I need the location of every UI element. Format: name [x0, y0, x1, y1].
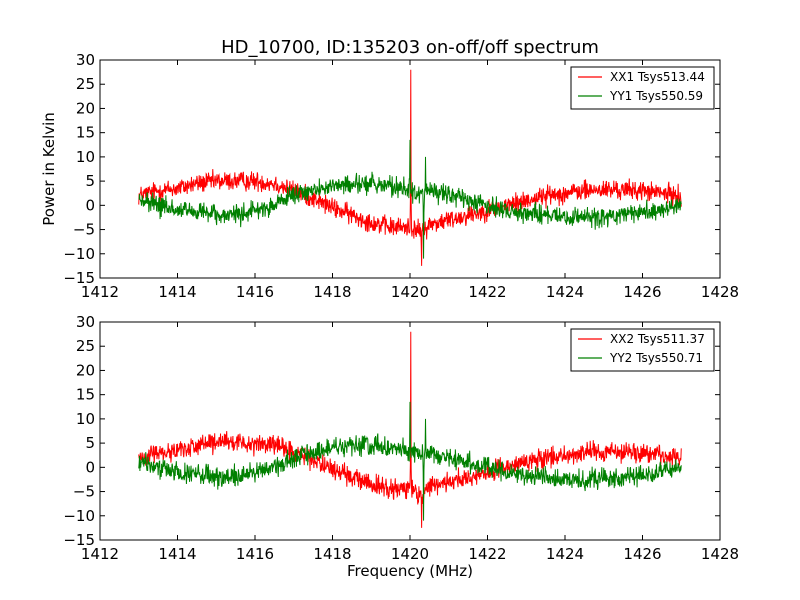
top-ytick-label-30: 30 [76, 51, 95, 69]
bottom-legend-label-yy2: YY2 Tsys550.71 [609, 351, 703, 365]
bottom-ytick-label-15: 15 [76, 386, 95, 404]
bottom-ytick-label-10: 10 [76, 410, 95, 428]
bottom-ytick-label--5: −5 [73, 483, 95, 501]
top-legend-label-xx1: XX1 Tsys513.44 [610, 70, 705, 84]
top-plot-ylabel: Power in Kelvin [40, 112, 58, 226]
top-series-xx1-line [138, 69, 682, 266]
top-legend-label-yy1: YY1 Tsys550.59 [609, 89, 703, 103]
bottom-ytick-label-5: 5 [85, 434, 95, 452]
top-ytick-label-15: 15 [76, 124, 95, 142]
bottom-xtick-label-1412: 1412 [81, 545, 119, 563]
bottom-plot: 1412 1414 1416 1418 1420 1422 1424 1426 1428 −15 −… [63, 313, 739, 580]
chart-title: HD_10700, ID:135203 on-off/off spectrum [221, 37, 599, 58]
bottom-plot-series [138, 331, 682, 528]
top-plot: 1412 1414 1416 1418 1420 1422 1424 1426 1428 −15 −… [40, 51, 739, 301]
top-plot-legend: XX1 Tsys513.44 YY1 Tsys550.59 [570, 66, 715, 110]
top-xtick-label-1424: 1424 [546, 283, 584, 301]
bottom-xtick-label-1416: 1416 [236, 545, 274, 563]
top-ytick-label--10: −10 [63, 245, 95, 263]
bottom-plot-xlabel: Frequency (MHz) [347, 562, 473, 580]
bottom-xtick-label-1420: 1420 [391, 545, 429, 563]
bottom-xtick-label-1414: 1414 [158, 545, 196, 563]
top-xtick-label-1420: 1420 [391, 283, 429, 301]
top-ytick-label-0: 0 [85, 196, 95, 214]
top-xtick-label-1416: 1416 [236, 283, 274, 301]
bottom-xtick-label-1424: 1424 [546, 545, 584, 563]
top-ytick-label-20: 20 [76, 99, 95, 117]
top-xtick-label-1412: 1412 [81, 283, 119, 301]
bottom-xtick-label-1426: 1426 [623, 545, 661, 563]
top-ytick-label-10: 10 [76, 148, 95, 166]
top-ytick-label--5: −5 [73, 221, 95, 239]
bottom-ytick-label--15: −15 [63, 531, 95, 549]
bottom-ytick-label-25: 25 [76, 337, 95, 355]
top-xtick-label-1428: 1428 [701, 283, 739, 301]
bottom-legend-label-xx2: XX2 Tsys511.37 [610, 332, 705, 346]
top-ytick-label-25: 25 [76, 75, 95, 93]
top-xtick-label-1426: 1426 [623, 283, 661, 301]
bottom-plot-ticks: 1412 1414 1416 1418 1420 1422 1424 1426 1428 −15 −… [63, 313, 739, 563]
bottom-xtick-label-1428: 1428 [701, 545, 739, 563]
top-ytick-label--15: −15 [63, 269, 95, 287]
top-xtick-label-1418: 1418 [313, 283, 351, 301]
bottom-legend-box [570, 328, 715, 372]
bottom-series-yy2-line [138, 401, 682, 521]
bottom-series-xx2-line [138, 331, 682, 528]
top-xtick-label-1422: 1422 [468, 283, 506, 301]
bottom-ytick-label--10: −10 [63, 507, 95, 525]
bottom-xtick-label-1422: 1422 [468, 545, 506, 563]
top-series-yy1-line [138, 139, 682, 259]
bottom-ytick-label-20: 20 [76, 361, 95, 379]
top-xtick-label-1414: 1414 [158, 283, 196, 301]
top-plot-series [138, 69, 682, 266]
top-plot-ticks: 1412 1414 1416 1418 1420 1422 1424 1426 1428 −15 −… [63, 51, 739, 301]
bottom-xtick-label-1418: 1418 [313, 545, 351, 563]
bottom-plot-legend: XX2 Tsys511.37 YY2 Tsys550.71 [570, 328, 715, 372]
top-ytick-label-5: 5 [85, 172, 95, 190]
bottom-ytick-label-30: 30 [76, 313, 95, 331]
bottom-ytick-label-0: 0 [85, 458, 95, 476]
top-legend-box [570, 66, 715, 110]
